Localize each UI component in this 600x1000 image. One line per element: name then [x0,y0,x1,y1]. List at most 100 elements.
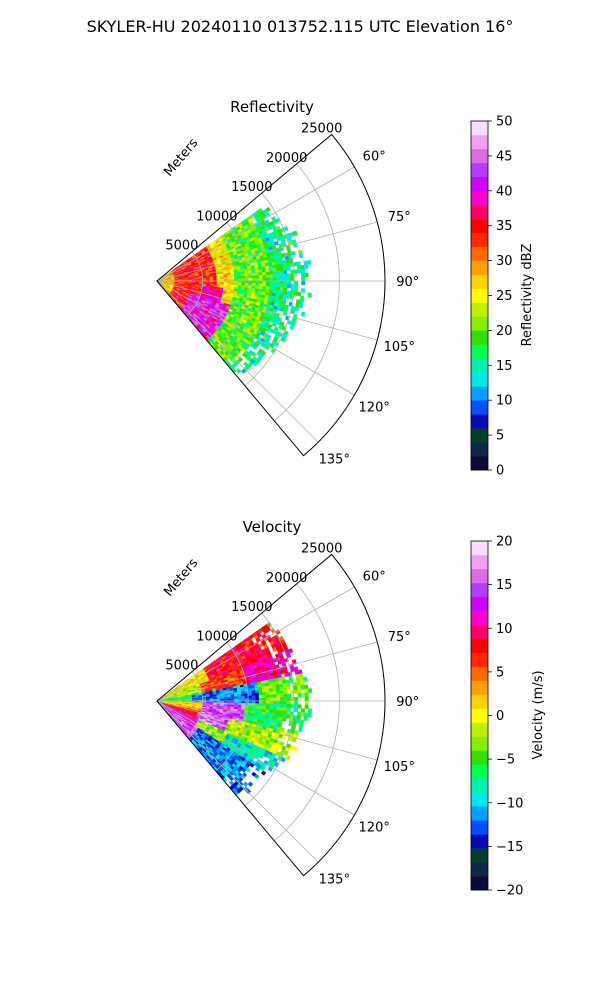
radar-bin [248,693,253,697]
radar-bin [273,697,278,702]
radar-bin [285,682,291,688]
colorbar-swatch [471,862,488,877]
radar-bin [296,265,302,270]
radar-bin [293,715,298,720]
radar-bin [265,694,270,699]
radar-bin [237,273,242,277]
radial-tick-label: 20000 [266,151,307,166]
radar-bin [300,295,305,301]
reflectivity-radial-axis-label: Meters [161,136,201,180]
radar-bin [234,276,239,280]
colorbar-swatch [471,666,488,681]
radar-bin [300,264,305,270]
radar-bin [281,242,287,247]
radar-bin [282,290,288,295]
colorbar-swatch [471,541,488,556]
colorbar-swatch [471,764,488,779]
radar-bin [227,696,232,700]
radar-bin [241,282,246,286]
radar-bin [251,272,256,277]
radar-bin [227,276,232,280]
radar-bin [269,694,274,699]
radar-bin [283,690,288,695]
radar-bin [248,283,253,287]
angle-tick-label: 75° [388,210,411,225]
radar-bin [269,271,274,276]
radar-bin [265,688,270,693]
colorbar-tick-label: 10 [496,394,513,409]
radar-bin [251,283,256,287]
radar-bin [258,703,263,707]
colorbar-swatch [471,288,488,303]
colorbar-swatch [471,344,488,359]
radar-bin [258,275,263,279]
radar-bin [299,681,305,686]
radar-bin [248,278,253,282]
radar-bin [272,706,277,711]
reflectivity-colorbar: 0 5 10 15 20 25 30 35 40 45 50 Reflectivity dBZ [470,115,535,479]
radar-bin [241,698,246,702]
colorbar-tick-label: 35 [496,219,513,234]
radial-tick-label: 25000 [301,541,342,556]
radar-bin [283,697,288,702]
radar-bin [279,690,284,695]
radar-bin [269,706,274,711]
radar-bin [293,707,298,713]
radar-bin [269,286,274,291]
radar-bin [241,693,246,697]
radar-bin [304,696,309,701]
reflectivity-colorbar-ticks: 0 5 10 15 20 25 30 35 40 45 50 [488,115,513,479]
radar-bin [296,685,302,690]
radar-bin [251,275,256,279]
radar-bin [303,712,309,718]
velocity-title: Velocity [243,518,302,536]
colorbar-swatch [471,274,488,289]
colorbar-swatch [471,652,488,667]
radar-bin [241,702,246,706]
colorbar-tick-label: 15 [496,578,513,593]
radar-bin [286,273,292,278]
colorbar-tick-label: 20 [496,324,513,339]
radar-bin [297,269,302,274]
radar-bin [302,676,308,682]
radar-bin [230,276,235,280]
radar-bin [241,275,246,279]
radar-bin [258,692,263,696]
radar-bin [258,286,263,290]
radar-bin [258,283,263,287]
radar-bin [278,683,284,688]
radar-bin [268,268,274,273]
radar-bin [236,368,242,374]
radar-bin [282,686,288,691]
radar-bin [255,705,260,710]
radar-bin [276,283,281,288]
radar-bin [251,278,256,282]
colorbar-swatch [471,260,488,275]
radar-bin [282,717,287,722]
radar-bin [248,273,253,277]
radar-bin [265,706,270,710]
radar-bin [290,309,296,315]
radar-bin [301,276,306,281]
radar-bin [283,283,288,288]
colorbar-tick-label: 30 [496,254,513,269]
colorbar-tick-label: −5 [496,753,515,768]
radar-bin [241,695,246,699]
radar-bin [262,706,267,710]
colorbar-swatch [471,121,488,136]
radar-bin [248,275,253,279]
radar-bin [279,290,284,295]
colorbar-swatch [471,372,488,387]
radar-bin [303,716,308,722]
radar-bin [282,710,288,715]
colorbar-tick-label: 5 [496,429,504,444]
figure-suptitle: SKYLER-HU 20240110 013752.115 UTC Elevat… [87,17,514,36]
radar-bin [279,273,285,278]
radar-bin [293,689,298,694]
colorbar-swatch [471,848,488,863]
radar-bin [272,274,277,278]
radar-bin [272,709,277,714]
colorbar-tick-label: 0 [496,464,504,479]
colorbar-swatch [471,176,488,192]
radar-bin [265,286,270,290]
